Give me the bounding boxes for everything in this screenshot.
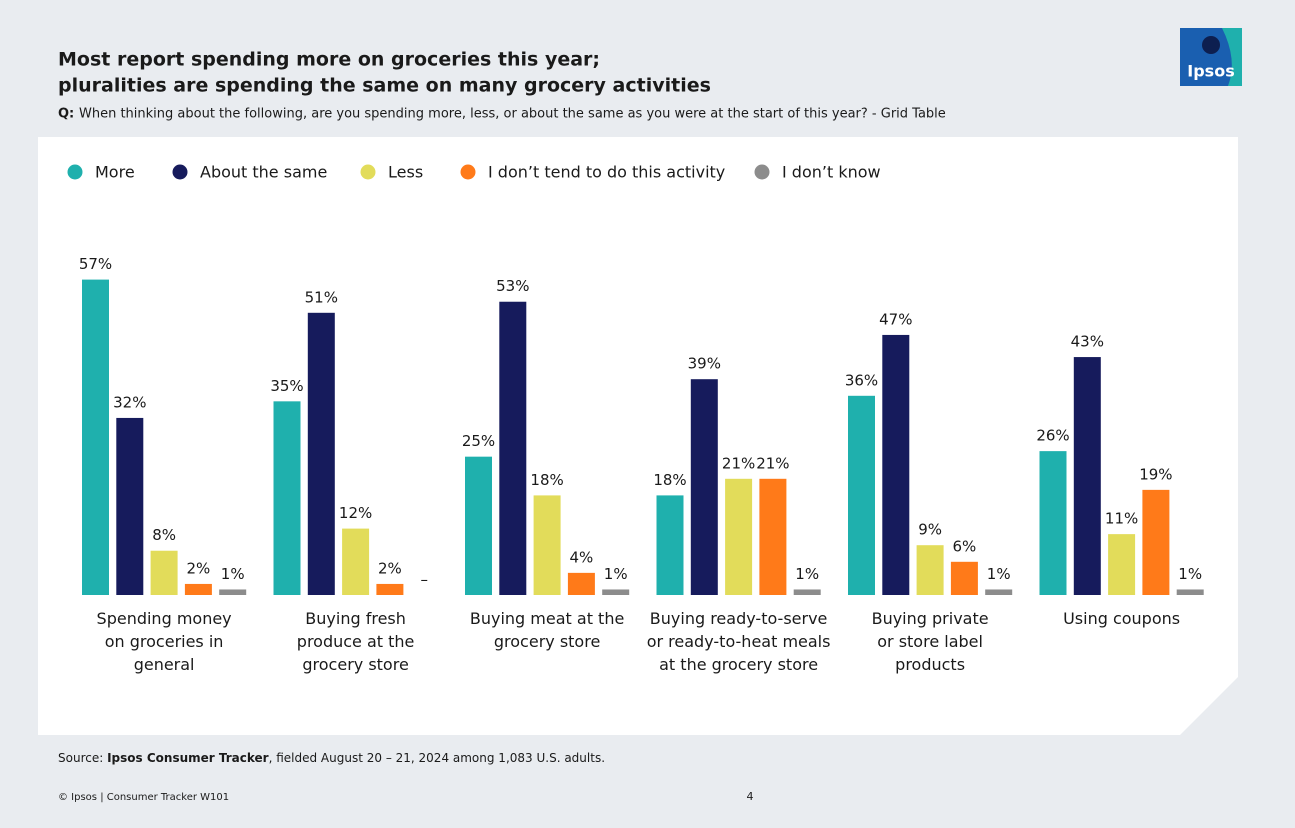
- bar: [793, 589, 821, 595]
- value-label: 21%: [722, 454, 755, 472]
- value-label: 57%: [79, 255, 112, 273]
- legend-swatch: [172, 164, 188, 180]
- bar: [465, 456, 492, 595]
- bar: [150, 550, 178, 595]
- bar: [848, 395, 875, 595]
- question: When thinking about the following, are y…: [79, 107, 946, 122]
- bar: [376, 583, 404, 595]
- page-number: 4: [747, 790, 754, 803]
- value-label: 1%: [1178, 565, 1202, 583]
- logo-head: [1202, 36, 1220, 54]
- bar: [307, 312, 335, 595]
- legend-swatch: [67, 164, 83, 180]
- bar: [1142, 489, 1170, 595]
- value-label: 26%: [1036, 427, 1069, 445]
- value-label: 12%: [339, 504, 372, 522]
- bar: [116, 417, 144, 595]
- bar: [602, 589, 630, 595]
- bar: [184, 583, 212, 595]
- value-label: 43%: [1071, 333, 1104, 351]
- bar: [1176, 589, 1204, 595]
- value-label: 11%: [1105, 510, 1138, 528]
- bar: [82, 279, 109, 595]
- logo-text: Ipsos: [1187, 62, 1234, 81]
- bar: [690, 379, 718, 595]
- source: Source: Ipsos Consumer Tracker, fielded …: [58, 751, 605, 765]
- bar: [567, 572, 595, 595]
- bar: [916, 545, 944, 595]
- value-label: 9%: [918, 521, 942, 539]
- value-label: 8%: [152, 526, 176, 544]
- value-label: 2%: [187, 559, 211, 577]
- value-label: 39%: [688, 355, 721, 373]
- value-label: 32%: [113, 393, 146, 411]
- legend-swatch: [460, 164, 476, 180]
- value-label: 1%: [987, 565, 1011, 583]
- value-label: 21%: [756, 454, 789, 472]
- value-label: 6%: [953, 537, 977, 555]
- value-label: 4%: [570, 548, 594, 566]
- logo-accent: [1222, 28, 1242, 86]
- chart-title: pluralities are spending the same on man…: [58, 75, 711, 97]
- bar: [1108, 534, 1136, 595]
- value-label: 47%: [879, 310, 912, 328]
- x-tick-label: Buying meat at the grocery store: [469, 609, 625, 651]
- legend-label: I don’t tend to do this activity: [488, 163, 725, 182]
- value-label: –: [420, 571, 428, 589]
- bar: [499, 301, 527, 595]
- source-text: , fielded August 20 – 21, 2024 among 1,0…: [269, 751, 605, 765]
- bar: [1039, 451, 1067, 595]
- legend-label: About the same: [200, 163, 327, 182]
- legend-label: Less: [388, 163, 423, 182]
- source-name: Ipsos Consumer Tracker: [107, 751, 269, 765]
- question-label: Q:: [58, 107, 74, 122]
- bar: [882, 334, 910, 595]
- bar: [656, 495, 684, 595]
- legend-label: I don’t know: [782, 163, 881, 182]
- value-label: 53%: [496, 277, 529, 295]
- value-label: 36%: [845, 371, 878, 389]
- source-label: Source:: [58, 751, 103, 765]
- bar: [1073, 357, 1101, 595]
- x-tick-label: Using coupons: [1063, 609, 1181, 628]
- value-label: 18%: [530, 471, 563, 489]
- legend-swatch: [754, 164, 770, 180]
- x-tick-label: Buying fresh produce at the grocery stor…: [296, 609, 415, 674]
- value-label: 51%: [305, 288, 338, 306]
- value-label: 35%: [270, 377, 303, 395]
- bar: [985, 589, 1013, 595]
- x-tick-label: Buying ready-to-serve or ready-to-heat m…: [646, 609, 831, 674]
- bar: [342, 528, 370, 595]
- bar: [725, 478, 753, 595]
- value-label: 2%: [378, 559, 402, 577]
- value-label: 1%: [795, 565, 819, 583]
- value-label: 1%: [221, 565, 245, 583]
- bar: [950, 561, 978, 595]
- chart-title: Most report spending more on groceries t…: [58, 49, 600, 71]
- value-label: 19%: [1139, 465, 1172, 483]
- legend-swatch: [360, 164, 376, 180]
- value-label: 1%: [604, 565, 628, 583]
- bar: [219, 589, 247, 595]
- bar: [273, 401, 301, 595]
- legend-label: More: [95, 163, 135, 182]
- footer: © Ipsos | Consumer Tracker W101: [58, 792, 229, 803]
- value-label: 25%: [462, 432, 495, 450]
- bar: [759, 478, 787, 595]
- value-label: 18%: [653, 471, 686, 489]
- x-tick-label: Spending money on groceries in general: [96, 609, 232, 674]
- bar: [533, 495, 561, 595]
- x-tick-label: Buying private or store label products: [871, 609, 989, 674]
